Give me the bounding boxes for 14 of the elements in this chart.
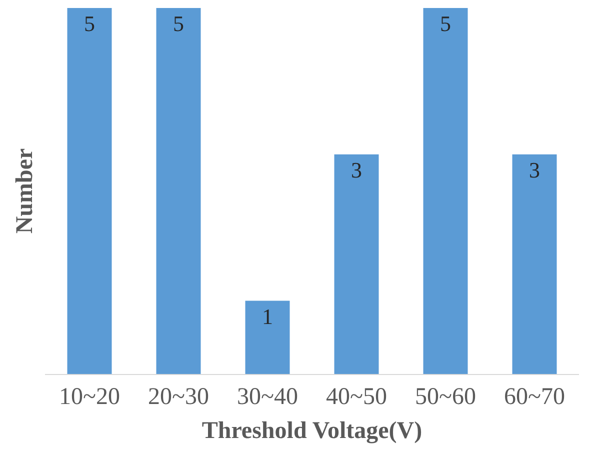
- data-label: 5: [440, 11, 451, 36]
- data-label: 3: [529, 157, 540, 182]
- x-tick-label: 40~50: [326, 384, 387, 410]
- x-tick-label: 10~20: [59, 384, 120, 410]
- data-label: 1: [262, 304, 273, 329]
- y-axis-title: Number: [12, 148, 38, 234]
- x-tick-label: 30~40: [237, 384, 298, 410]
- x-tick-label: 20~30: [148, 384, 209, 410]
- x-tick-label: 60~70: [504, 384, 565, 410]
- data-label: 5: [84, 11, 95, 36]
- x-tick-label: 50~60: [415, 384, 476, 410]
- data-label: 5: [173, 11, 184, 36]
- data-label: 3: [351, 157, 362, 182]
- x-axis-title: Threshold Voltage(V): [202, 418, 422, 444]
